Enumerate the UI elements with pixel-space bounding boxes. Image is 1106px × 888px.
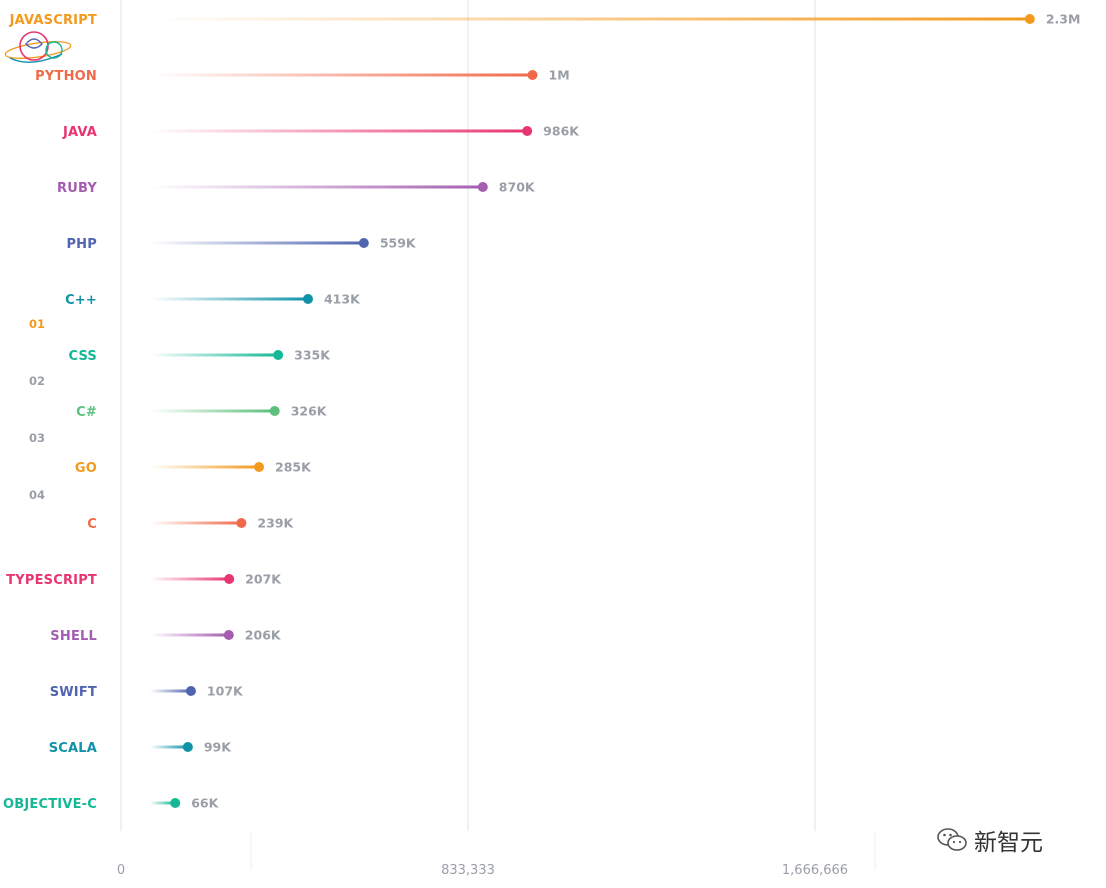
x-tick-label: 1,666,666 xyxy=(782,863,848,878)
bar-stem xyxy=(150,241,364,245)
value-label: 206K xyxy=(245,628,282,643)
category-label: C# xyxy=(76,405,97,420)
watermark: 新智元 xyxy=(936,820,1086,860)
category-label: SCALA xyxy=(49,741,97,756)
category-label: JAVASCRIPT xyxy=(9,13,97,28)
side-number: 01 xyxy=(29,317,45,331)
value-label: 2.3M xyxy=(1046,12,1081,27)
bar-dot xyxy=(273,350,284,360)
category-label: RUBY xyxy=(57,181,97,196)
side-number: 04 xyxy=(29,488,45,502)
category-label: SWIFT xyxy=(50,685,97,700)
category-label: JAVA xyxy=(62,125,97,140)
category-label: PHP xyxy=(66,237,97,252)
value-label: 559K xyxy=(380,236,417,251)
bar-dot xyxy=(236,518,247,528)
x-tick-label: 0 xyxy=(117,863,125,878)
grid-lines xyxy=(120,0,876,870)
side-number: 03 xyxy=(29,431,45,445)
value-label: 207K xyxy=(245,572,282,587)
bar-dot xyxy=(302,294,313,304)
bar-stem xyxy=(150,521,242,525)
x-tick-label: 833,333 xyxy=(441,863,495,878)
bar-stem xyxy=(150,689,191,693)
value-label: 870K xyxy=(499,180,536,195)
bar-stem xyxy=(150,17,1030,21)
bar-stem xyxy=(150,297,308,301)
value-label: 1M xyxy=(549,68,570,83)
bar-stem xyxy=(150,73,533,77)
value-label: 335K xyxy=(294,348,331,363)
bar-dot xyxy=(223,630,234,640)
bar-dot xyxy=(254,462,265,472)
bar-stem xyxy=(150,409,275,413)
bar-stem xyxy=(150,185,483,189)
value-label: 986K xyxy=(543,124,580,139)
category-label: OBJECTIVE-C xyxy=(3,797,97,812)
bar-dot xyxy=(477,182,488,192)
category-label: C xyxy=(87,517,97,532)
bar-stem xyxy=(150,465,260,469)
value-label: 99K xyxy=(204,740,232,755)
bar-stem xyxy=(150,801,176,805)
value-labels: 2.3M 1M 986K 870K 559K 413K 335K 326K 285K 239K 20… xyxy=(191,12,1080,811)
category-label: TYPESCRIPT xyxy=(6,573,97,588)
bar-dot xyxy=(182,742,193,752)
bar-dot xyxy=(358,238,369,248)
bar-dot xyxy=(522,126,533,136)
bar-stem xyxy=(150,633,229,637)
bar-stem xyxy=(150,129,528,133)
category-label: C++ xyxy=(65,293,97,308)
category-labels: JAVASCRIPT PYTHON JAVA RUBY PHP C++ CSS C# GO C TY… xyxy=(3,13,97,812)
value-label: 107K xyxy=(207,684,244,699)
value-label: 413K xyxy=(324,292,361,307)
category-label: PYTHON xyxy=(35,69,97,84)
bar-dot xyxy=(269,406,280,416)
watermark-text: 新智元 xyxy=(974,830,1043,856)
bar-stem xyxy=(150,577,230,581)
side-number: 02 xyxy=(29,374,45,388)
bars-layer xyxy=(150,14,1035,808)
bar-stem xyxy=(150,745,188,749)
bar-dot xyxy=(170,798,181,808)
bar-dot xyxy=(527,70,538,80)
value-label: 285K xyxy=(275,460,312,475)
bar-dot xyxy=(224,574,235,584)
category-label: GO xyxy=(75,461,97,476)
category-label: CSS xyxy=(68,349,97,364)
x-tick-labels: 0 833,333 1,666,666 xyxy=(117,863,848,878)
value-label: 326K xyxy=(291,404,328,419)
bar-dot xyxy=(185,686,196,696)
value-label: 239K xyxy=(257,516,294,531)
bar-dot xyxy=(1024,14,1035,24)
value-label: 66K xyxy=(191,796,219,811)
category-label: SHELL xyxy=(50,629,97,644)
wechat-icon xyxy=(937,828,967,851)
side-numbers: 01 02 03 04 xyxy=(29,317,45,502)
astronaut-logo-icon xyxy=(4,31,72,63)
bar-stem xyxy=(150,353,279,357)
